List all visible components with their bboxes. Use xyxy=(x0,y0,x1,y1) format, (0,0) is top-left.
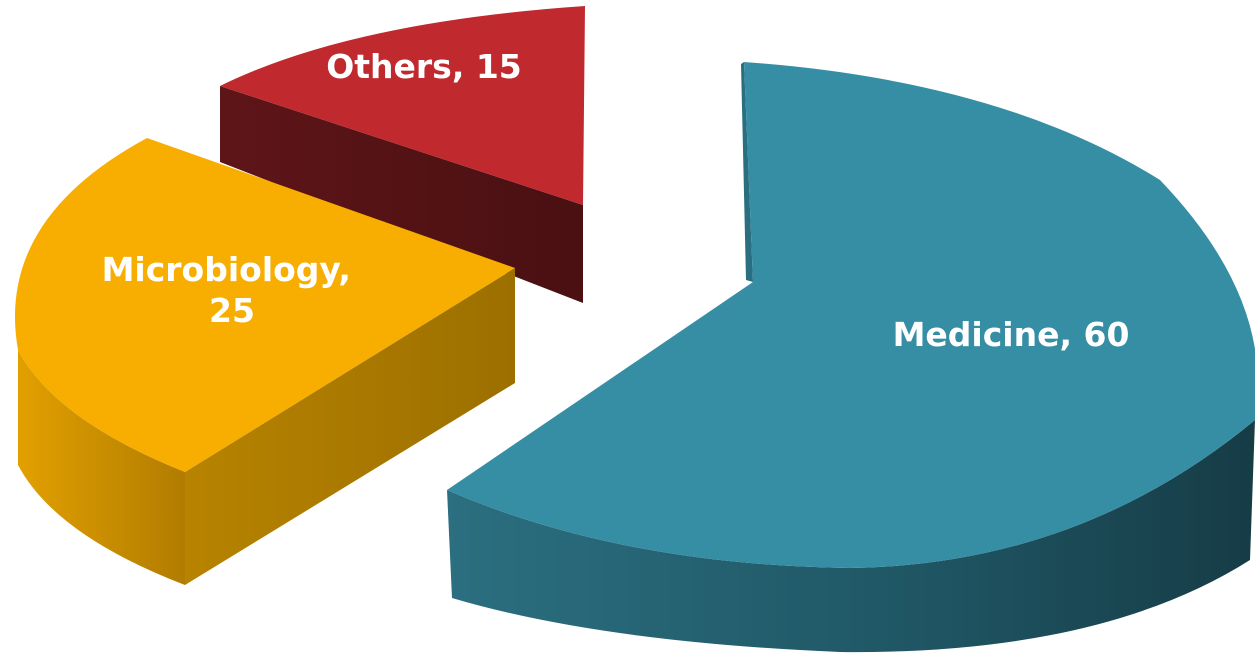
slice-label-others: Others, 15 xyxy=(326,47,522,86)
medicine-top xyxy=(447,62,1255,568)
others-cut-side xyxy=(220,86,583,303)
slice-label-microbiology: Microbiology, 25 xyxy=(102,250,363,330)
pie-slice-medicine: Medicine, 60 xyxy=(447,62,1255,653)
microbiology-cut-side xyxy=(185,268,515,585)
slice-label-medicine: Medicine, 60 xyxy=(893,315,1130,354)
medicine-outer-side xyxy=(447,420,1255,653)
others-top xyxy=(220,6,585,205)
pie-slice-others: Others, 15 xyxy=(220,6,585,303)
medicine-back-wall xyxy=(741,62,753,282)
pie-slice-microbiology: Microbiology, 25 xyxy=(14,138,515,585)
microbiology-top xyxy=(14,138,515,472)
microbiology-outer-side xyxy=(18,350,185,585)
